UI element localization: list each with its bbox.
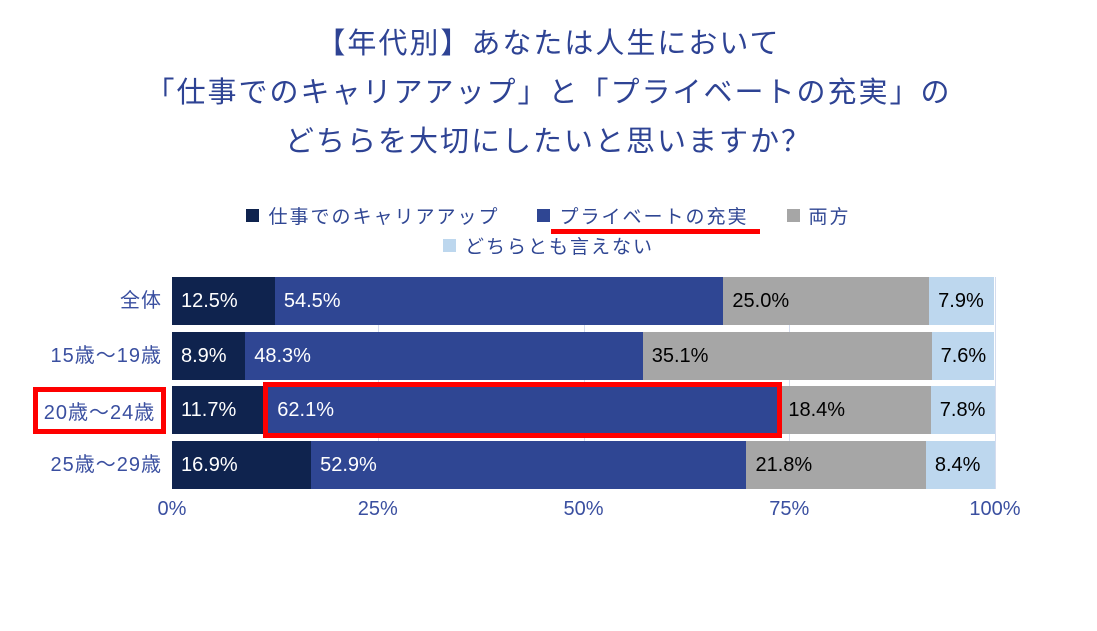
x-axis-tick-label: 25% [357,498,398,520]
segment-highlight-box [263,382,783,438]
x-axis-tick-label: 0% [157,498,187,520]
x-axis-tick-label: 100% [969,498,1021,520]
bar-segment: 25.0% [723,277,930,325]
bar-segment: 11.7% [172,386,269,434]
category-label-highlighted: 20歳〜24歳 [33,387,166,434]
bar-value-label: 48.3% [254,344,311,367]
legend-item: 仕事でのキャリアアップ [246,202,499,229]
bar-value-label: 16.9% [181,453,238,476]
bar-segment: 12.5% [172,277,275,325]
gridline [995,277,996,489]
bar-value-label: 7.6% [940,344,987,367]
legend-swatch-icon [246,209,260,222]
category-label: 15歳〜19歳 [50,344,162,367]
chart-title-line-1: 【年代別】あなたは人生において [316,28,781,60]
bar-value-label: 25.0% [732,290,790,312]
legend-row-1: 仕事でのキャリアアップ プライベートの充実 両方 [246,202,851,234]
chart-title-line-3: どちらを大切にしたいと思いますか？ [284,126,812,158]
bar-value-label: 8.9% [181,344,227,367]
bar-segment: 21.8% [746,440,926,489]
bar-value-label: 54.5% [283,290,341,312]
chart-title-line-2: 「仕事でのキャリアアップ」と「プライベートの充実」の [145,77,952,109]
legend-item-label: 両方 [808,207,851,228]
bar-segment: 18.4% [779,386,931,434]
bar-value-label: 21.8% [755,453,813,476]
bar-value-label: 7.9% [938,290,984,312]
legend-swatch-icon [442,239,456,252]
legend-swatch-icon [786,209,800,222]
bar-segment: 7.8% [930,386,995,434]
bar-value-label: 8.4% [934,453,981,476]
bar-row: 25歳〜29歳 16.9% 52.9% 21.8% 8.4% [0,440,1097,489]
bar-segment: 35.1% [642,331,932,380]
category-label: 全体 [120,290,162,312]
legend-row-2: どちらとも言えない [442,232,654,259]
bar-value-label: 35.1% [651,344,709,367]
bar-value-label: 52.9% [320,453,377,476]
bar-segment: 48.3% [245,331,643,380]
legend-item-label: 仕事でのキャリアアップ [268,207,500,228]
legend-item-label: どちらとも言えない [464,237,654,258]
x-axis-tick-label: 75% [769,498,810,520]
category-label: 25歳〜29歳 [50,453,162,476]
legend-item: プライベートの充実 [537,202,760,234]
x-axis-tick-label: 50% [563,498,604,520]
legend: 仕事でのキャリアアップ プライベートの充実 両方どちらとも言えない [0,202,1097,259]
legend-item-label: プライベートの充実 [559,207,749,228]
bar-value-label: 62.1% [277,399,334,421]
bar-segment: 8.4% [925,440,995,489]
bar-value-label: 18.4% [788,399,846,421]
chart-title: 【年代別】あなたは人生において 「仕事でのキャリアアップ」と「プライベートの充実… [0,20,1097,167]
bar-value-label: 11.7% [181,399,237,421]
bar-row: 20歳〜24歳 11.7% 62.1% 18.4% 7.8% [0,382,1097,438]
bar-segment: 16.9% [172,440,312,489]
bar-segment: 7.9% [929,277,995,325]
legend-item: どちらとも言えない [442,232,654,259]
bar-value-label: 7.8% [939,399,986,421]
bar-segment: 54.5% [274,277,724,325]
bar-value-label: 12.5% [181,290,238,312]
bar-segment: 52.9% [311,440,747,489]
legend-item: 両方 [786,202,851,229]
bar-segment: 7.6% [931,331,995,380]
legend-swatch-icon [537,209,551,222]
bar-row: 全体 12.5% 54.5% 25.0% 7.9% [0,277,1097,325]
gridline [789,277,791,489]
bar-segment: 8.9% [172,331,246,380]
bar-row: 15歳〜19歳 8.9% 48.3% 35.1% 7.6% [0,331,1097,380]
bar-segment: 62.1% [263,382,783,438]
legend-underline-annotation [551,229,760,234]
